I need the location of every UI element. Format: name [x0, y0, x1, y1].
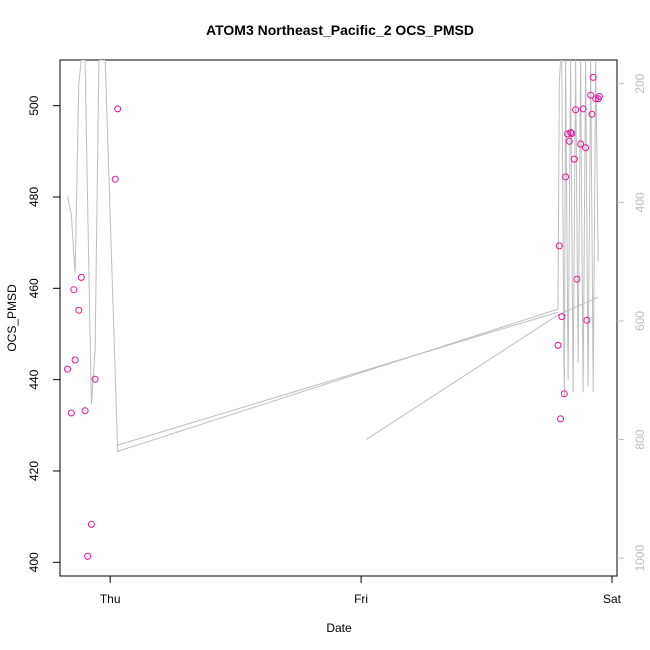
y-tick-label: 500: [27, 95, 41, 115]
data-point: [573, 275, 581, 283]
data-point: [562, 173, 570, 181]
data-point: [557, 415, 564, 423]
data-point: [555, 242, 563, 250]
right-y-tick-label: 200: [633, 73, 647, 93]
data-point: [91, 375, 99, 383]
data-point: [588, 110, 596, 118]
data-point: [570, 155, 578, 163]
data-point: [75, 306, 83, 314]
series-line-2: [365, 296, 599, 441]
data-point: [111, 175, 119, 183]
x-tick-label: Fri: [354, 592, 368, 606]
x-tick-label: Sat: [603, 592, 622, 606]
data-point: [81, 407, 89, 415]
data-point: [558, 313, 566, 321]
series-line-0: [67, 60, 599, 453]
right-y-tick-label: 800: [633, 429, 647, 449]
y-tick-label: 460: [27, 278, 41, 298]
data-point: [84, 552, 92, 560]
data-point: [583, 316, 591, 324]
right-y-tick-label: 600: [633, 311, 647, 331]
series-line-1: [116, 311, 559, 446]
data-point: [67, 409, 75, 417]
y-tick-label: 400: [27, 552, 41, 572]
data-point: [582, 144, 590, 152]
y-axis-label: OCS_PMSD: [5, 284, 19, 352]
plot-frame: [59, 59, 618, 577]
data-point: [70, 286, 78, 294]
data-point: [587, 91, 595, 99]
data-point: [64, 365, 71, 373]
data-point: [567, 129, 575, 137]
data-point: [554, 341, 562, 349]
chart-axes: Thu Fri Sat 400 420 440 460 480 500 200 400 600 800 1…: [27, 73, 647, 606]
right-y-tick-label: 1000: [633, 545, 647, 572]
y-tick-label: 480: [27, 187, 41, 207]
data-point: [595, 93, 603, 100]
data-point: [579, 105, 587, 113]
y-tick-label: 420: [27, 461, 41, 481]
data-point: [560, 390, 568, 398]
chart-marks: [64, 60, 603, 560]
data-point: [577, 140, 585, 148]
chart-title: ATOM3 Northeast_Pacific_2 OCS_PMSD: [206, 22, 474, 38]
data-point: [77, 273, 85, 281]
data-point: [565, 137, 573, 145]
data-point: [589, 73, 597, 81]
data-point: [114, 105, 122, 113]
data-point: [87, 520, 95, 528]
data-point: [572, 106, 580, 114]
data-point: [568, 130, 576, 137]
x-axis-label: Date: [326, 621, 352, 635]
y-tick-label: 440: [27, 369, 41, 389]
data-point: [592, 95, 600, 103]
x-tick-label: Thu: [100, 592, 121, 606]
data-point: [71, 356, 79, 364]
right-y-tick-label: 400: [633, 192, 647, 212]
